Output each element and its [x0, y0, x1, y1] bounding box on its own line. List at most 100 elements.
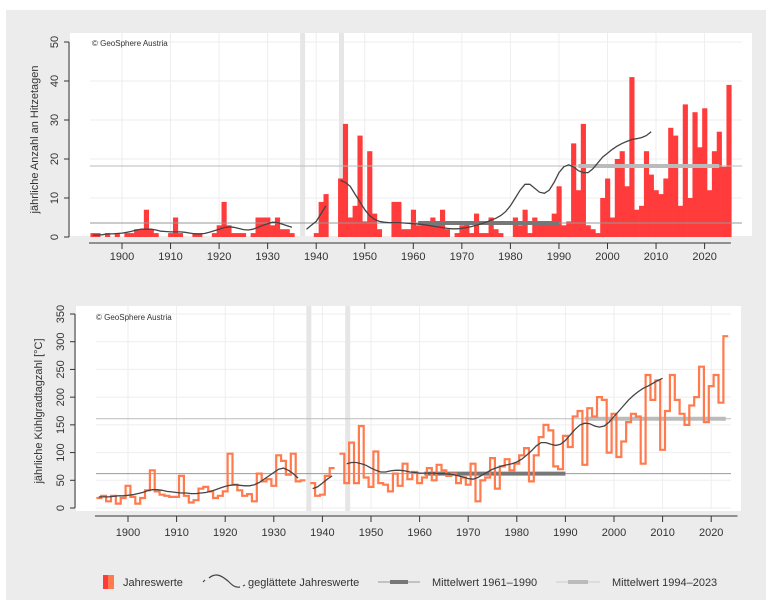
y-tick-label: 350: [55, 305, 67, 323]
bar: [707, 190, 713, 237]
bar: [673, 135, 679, 237]
bar: [537, 221, 543, 237]
smoothed-series: [98, 467, 299, 498]
bar: [406, 229, 412, 237]
bar: [677, 205, 684, 237]
smoothed-series: [92, 221, 293, 236]
bar: [376, 229, 383, 237]
bar: [464, 221, 470, 237]
bar: [600, 198, 606, 237]
bar: [668, 127, 674, 237]
bar: [260, 217, 266, 237]
axes: 0 10 20 30 40 50 1900 1910 1920 1930 1940 1950 1960 1…: [49, 36, 731, 263]
x-tick-label: 1960: [401, 251, 425, 263]
y-tick-label: 0: [49, 234, 61, 240]
y-axis-title: jährliche Kühlgradtagzahl [°C]: [33, 338, 45, 484]
bar: [313, 233, 319, 237]
y-tick-label: 50: [49, 36, 61, 48]
bar: [541, 221, 548, 237]
x-tick-label: 1920: [213, 527, 237, 539]
y-tick-label: 200: [55, 388, 67, 406]
x-tick-label: 1910: [158, 251, 182, 263]
bar: [250, 233, 256, 237]
bar: [177, 233, 183, 237]
bar: [352, 205, 358, 237]
bar: [318, 201, 324, 237]
x-tick-label: 1900: [110, 251, 134, 263]
bar: [270, 225, 276, 237]
bar: [396, 201, 402, 237]
bar: [658, 194, 664, 237]
y-tick-label: 10: [49, 192, 61, 204]
bar: [459, 225, 465, 237]
bar: [653, 190, 659, 237]
smoothed-series: [312, 475, 333, 490]
y-tick-label: 50: [55, 474, 67, 486]
bar: [415, 225, 421, 237]
y-tick-label: 40: [49, 75, 61, 87]
bar: [580, 123, 586, 237]
bars: [90, 77, 732, 238]
step-series: [339, 335, 729, 503]
legend-label-mean1: Mittelwert 1961–1990: [432, 577, 537, 589]
bar: [619, 151, 625, 237]
bar: [469, 233, 475, 237]
bar: [605, 178, 611, 237]
bar: [357, 135, 363, 237]
bar: [643, 151, 650, 237]
x-tick-label: 1930: [255, 251, 279, 263]
x-tick-label: 1930: [262, 527, 286, 539]
bar: [575, 190, 582, 237]
bar: [648, 174, 654, 237]
bar: [692, 112, 698, 237]
bar: [372, 213, 378, 237]
x-tick-label: 1970: [450, 251, 474, 263]
bar: [454, 233, 460, 237]
y-tick-label: 0: [55, 505, 67, 511]
bar: [721, 166, 727, 237]
bar: [342, 123, 349, 237]
legend-swatch-bar-orange: [108, 575, 114, 589]
bar: [639, 205, 645, 237]
x-tick-label: 2010: [644, 251, 668, 263]
mean-lines: [90, 164, 742, 225]
gap-band: [338, 33, 344, 236]
bar: [629, 77, 635, 237]
bar: [546, 221, 552, 237]
bar: [430, 217, 436, 237]
bar: [609, 217, 616, 237]
bar: [134, 229, 140, 237]
bar: [590, 229, 596, 237]
bar: [105, 233, 111, 237]
x-tick-label: 1990: [547, 251, 571, 263]
bar: [347, 217, 353, 237]
bar: [138, 229, 145, 237]
x-tick-label: 1950: [359, 527, 383, 539]
gap-band: [300, 33, 306, 236]
bar: [561, 225, 567, 237]
bar: [697, 147, 703, 237]
bar: [726, 84, 732, 238]
bar: [401, 229, 407, 237]
step-line: [96, 335, 729, 505]
bar: [498, 233, 504, 237]
y-tick-label: 100: [55, 443, 67, 461]
bar: [420, 221, 426, 237]
smoothed-line: [92, 131, 652, 236]
bar: [114, 233, 120, 237]
bar: [362, 221, 368, 237]
bar: [435, 221, 441, 237]
bar: [192, 233, 198, 237]
step-series: [310, 467, 335, 497]
y-axis-title: jährliche Anzahl an Hitzetagen: [29, 66, 41, 215]
bar: [517, 225, 523, 237]
bar: [338, 178, 344, 237]
y-tick-label: 300: [55, 333, 67, 351]
bar: [614, 159, 620, 237]
bar: [444, 229, 451, 237]
bar: [571, 143, 577, 237]
bar: [265, 217, 271, 237]
bar: [148, 229, 154, 237]
data-gaps: [306, 306, 351, 511]
